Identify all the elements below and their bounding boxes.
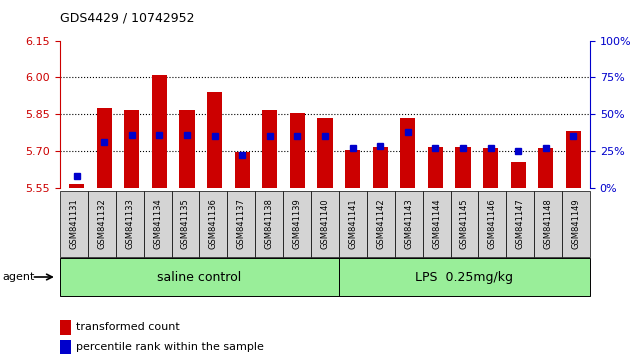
Bar	[179, 110, 194, 188]
Bar	[428, 147, 443, 188]
Text: GSM841146: GSM841146	[488, 199, 497, 249]
Bar	[345, 150, 360, 188]
Text: GSM841140: GSM841140	[321, 199, 329, 249]
Text: GDS4429 / 10742952: GDS4429 / 10742952	[60, 12, 194, 25]
Bar	[151, 75, 167, 188]
Text: GSM841142: GSM841142	[376, 199, 386, 249]
Bar	[97, 108, 112, 188]
Text: GSM841147: GSM841147	[516, 199, 525, 249]
Bar	[566, 131, 581, 188]
Bar	[317, 118, 333, 188]
Text: GSM841132: GSM841132	[97, 199, 106, 249]
Bar	[235, 152, 250, 188]
Text: agent: agent	[2, 272, 34, 282]
Bar	[69, 184, 84, 188]
Text: transformed count: transformed count	[76, 322, 180, 332]
Bar	[207, 92, 222, 188]
Bar	[510, 162, 526, 188]
Bar	[483, 148, 498, 188]
Text: saline control: saline control	[157, 270, 242, 284]
Bar	[372, 147, 388, 188]
Text: GSM841133: GSM841133	[125, 199, 134, 249]
Text: GSM841137: GSM841137	[237, 199, 245, 249]
Text: GSM841143: GSM841143	[404, 199, 413, 249]
Bar	[124, 110, 139, 188]
Text: GSM841138: GSM841138	[264, 199, 274, 249]
Text: GSM841148: GSM841148	[544, 199, 553, 249]
Text: GSM841141: GSM841141	[348, 199, 357, 249]
Bar	[290, 113, 305, 188]
Text: GSM841135: GSM841135	[181, 199, 190, 249]
Text: GSM841149: GSM841149	[572, 199, 581, 249]
Text: GSM841145: GSM841145	[460, 199, 469, 249]
Bar	[262, 110, 278, 188]
Text: GSM841139: GSM841139	[293, 199, 302, 249]
Bar	[456, 147, 471, 188]
Text: GSM841144: GSM841144	[432, 199, 441, 249]
Bar	[538, 148, 553, 188]
Bar	[400, 118, 415, 188]
Text: GSM841131: GSM841131	[69, 199, 78, 249]
Text: percentile rank within the sample: percentile rank within the sample	[76, 342, 264, 352]
Text: LPS  0.25mg/kg: LPS 0.25mg/kg	[415, 270, 514, 284]
Text: GSM841134: GSM841134	[153, 199, 162, 249]
Text: GSM841136: GSM841136	[209, 199, 218, 249]
